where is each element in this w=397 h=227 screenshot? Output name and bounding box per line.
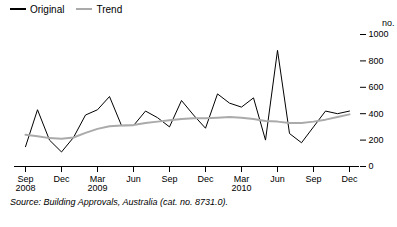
svg-text:400: 400 — [369, 109, 384, 119]
svg-text:Dec: Dec — [53, 174, 70, 184]
svg-text:1000: 1000 — [369, 29, 389, 39]
svg-text:Sep: Sep — [305, 174, 321, 184]
svg-text:Mar2009: Mar2009 — [87, 174, 107, 193]
html-text:Trend: Trend — [96, 3, 123, 15]
svg-text:800: 800 — [369, 56, 384, 66]
svg-text:200: 200 — [369, 135, 384, 145]
html-text:Original: Original — [30, 3, 65, 15]
svg-text:0: 0 — [369, 161, 374, 171]
svg-text:Sep: Sep — [161, 174, 177, 184]
svg-text:Jun: Jun — [270, 174, 285, 184]
html-text:Source: Building Approvals, Au: Source: Building Approvals, Australia (c… — [10, 197, 228, 207]
svg-text:Sep2008: Sep2008 — [15, 174, 35, 193]
svg-text:Dec: Dec — [341, 174, 358, 184]
svg-text:600: 600 — [369, 82, 384, 92]
svg-text:Mar2010: Mar2010 — [231, 174, 251, 193]
svg-text:Dec: Dec — [197, 174, 214, 184]
svg-text:Jun: Jun — [126, 174, 141, 184]
svg-text:no.: no. — [382, 18, 395, 28]
